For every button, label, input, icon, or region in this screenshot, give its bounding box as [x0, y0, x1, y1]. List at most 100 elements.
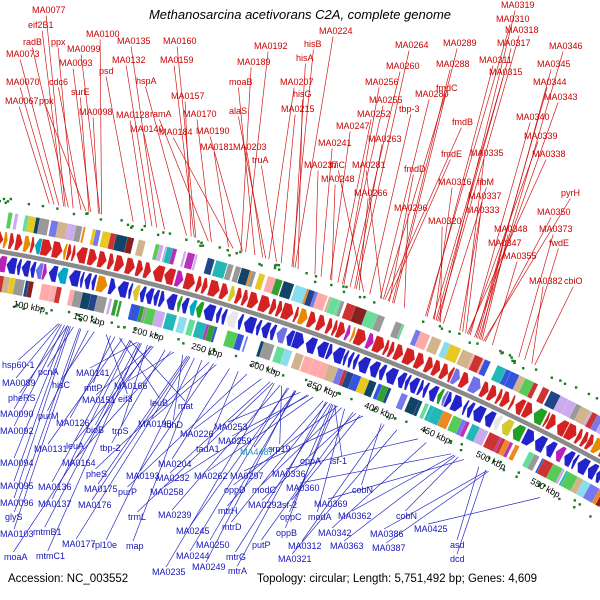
tick-dot — [9, 197, 13, 201]
gene-label: fmdC — [436, 83, 458, 93]
gene-arrow — [0, 231, 4, 244]
gene-label: MA0093 — [59, 58, 93, 68]
feature-block — [152, 243, 160, 261]
feature-block — [476, 358, 485, 374]
gene-label: MA0317 — [497, 38, 531, 48]
feature-block — [427, 406, 444, 426]
gene-label: MA0373 — [539, 224, 573, 234]
gene-pointer-line — [379, 99, 430, 299]
gene-pointer-line — [75, 351, 172, 459]
gene-arrow — [246, 291, 259, 309]
gene-pointer-line — [294, 36, 334, 268]
gene-arrow — [292, 306, 299, 323]
gene-arrow — [177, 296, 183, 312]
gene-label: MA0160 — [163, 36, 197, 46]
gene-pointer-line — [438, 10, 516, 322]
gene-pointer-line — [165, 383, 275, 568]
gene-arrow — [533, 408, 548, 426]
feature-block — [332, 367, 344, 385]
gene-arrow — [347, 352, 355, 368]
feature-block — [569, 403, 582, 421]
tick-dot — [93, 321, 97, 324]
feature-block — [527, 454, 540, 471]
tick-dot — [218, 246, 221, 249]
gene-label: MA0170 — [183, 109, 217, 119]
gene-pointer-line — [268, 87, 295, 260]
tick-dot — [513, 359, 516, 363]
gene-label: alaS — [229, 106, 247, 116]
gene-arrow — [466, 402, 476, 418]
gene-arrow — [498, 390, 510, 407]
feature-block — [333, 299, 342, 316]
gene-label: fmdB — [452, 117, 473, 127]
feature-block — [526, 382, 539, 399]
gene-label: leuA — [66, 441, 84, 451]
tick-dot — [4, 201, 7, 204]
gene-pointer-line — [72, 68, 91, 213]
feature-block — [466, 354, 476, 370]
gene-arrow — [409, 377, 421, 394]
gene-pointer-line — [385, 471, 489, 544]
gene-pointer-line — [151, 364, 217, 420]
feature-block — [560, 471, 578, 491]
feature-block — [363, 379, 377, 398]
gene-arrow — [48, 265, 59, 283]
gene-pointer-line — [145, 86, 187, 236]
tick-dot — [345, 285, 348, 289]
gene-label: purP — [118, 487, 137, 497]
gene-label: tbp-2 — [100, 443, 121, 453]
gene-label: MA0235 — [152, 567, 186, 577]
gene-arrow — [0, 255, 8, 273]
gene-label: hisB — [304, 39, 322, 49]
gene-label: mtmB1 — [33, 527, 62, 537]
gene-pointer-line — [44, 343, 142, 528]
gene-pointer-line — [173, 354, 184, 421]
gene-pointer-line — [392, 69, 451, 303]
gene-label: hisG — [293, 89, 312, 99]
gene-pointer-line — [474, 102, 559, 338]
gene-pointer-line — [440, 226, 443, 323]
feature-block — [447, 415, 463, 434]
feature-block — [12, 278, 25, 297]
gene-pointer-line — [169, 381, 271, 474]
gene-label: MA0232 — [156, 473, 190, 483]
gene-arrow — [430, 359, 441, 376]
gene-arrow — [587, 463, 600, 480]
tick-dot — [423, 429, 426, 432]
gene-arrow — [557, 420, 570, 437]
gene-arrow — [86, 248, 98, 266]
gene-label: pcnA — [38, 367, 59, 377]
gene-pointer-line — [393, 48, 458, 304]
scale-label: 100 kbp — [13, 299, 46, 315]
gene-label: MA0204 — [158, 459, 192, 469]
gene-label: MA0092 — [0, 426, 34, 436]
gene-arrow — [484, 411, 497, 428]
feature-block — [595, 496, 600, 507]
gene-pointer-line — [484, 217, 552, 342]
gene-arrow — [63, 243, 68, 260]
gene-arrow — [2, 232, 8, 249]
feature-block — [231, 265, 242, 283]
gene-arrow — [30, 261, 37, 278]
gene-label: MA0319 — [501, 0, 535, 10]
feature-block — [316, 361, 329, 380]
tick-dot — [228, 254, 231, 257]
tick-dot — [275, 263, 278, 267]
gene-pointer-line — [466, 159, 547, 334]
gene-label: moaA — [4, 552, 28, 562]
gene-pointer-line — [300, 453, 452, 484]
feature-block — [535, 458, 544, 474]
gene-label: MA0248 — [321, 174, 355, 184]
feature-block — [23, 280, 30, 297]
feature-block — [99, 231, 111, 249]
tick-dot — [492, 459, 496, 463]
feature-block — [272, 346, 285, 364]
gene-arrow — [29, 236, 35, 253]
gene-pointer-line — [349, 71, 401, 287]
gene-arrow — [457, 371, 469, 389]
tick-dot — [363, 295, 366, 299]
tick-dot — [330, 283, 333, 287]
gene-pointer-line — [75, 346, 154, 442]
feature-block — [309, 291, 319, 308]
gene-label: MA0203 — [233, 142, 267, 152]
